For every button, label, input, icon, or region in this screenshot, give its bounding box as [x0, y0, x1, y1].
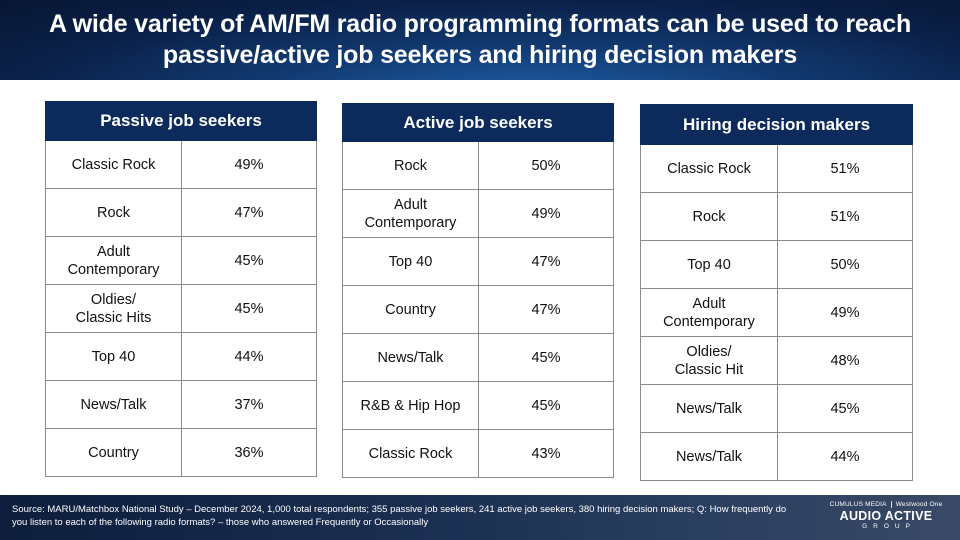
percent-cell: 51% [830, 160, 860, 177]
table-row: News/Talk 37% [45, 381, 317, 429]
format-cell: Rock [343, 142, 479, 189]
logo-sub-text: GROUP [862, 523, 916, 530]
table-row: News/Talk 44% [640, 433, 913, 481]
format-cell: Rock [46, 189, 182, 236]
format-cell: Adult Contemporary [46, 237, 182, 284]
table-row: Top 40 47% [342, 238, 614, 286]
percent-cell: 45% [830, 400, 860, 417]
format-cell: Oldies/ Classic Hit [641, 337, 778, 384]
format-cell: News/Talk [343, 334, 479, 381]
percent-cell: 49% [234, 156, 264, 173]
table-hiring-decision-makers: Hiring decision makers Classic Rock 51% R… [640, 104, 913, 481]
table-row: Classic Rock 43% [342, 430, 614, 478]
table-row: R&B & Hip Hop 45% [342, 382, 614, 430]
westwood-one-logo-text: Westwood One [895, 501, 943, 508]
percent-cell: 45% [234, 300, 264, 317]
table-row: Oldies/ Classic Hits 45% [45, 285, 317, 333]
format-cell: Rock [641, 193, 778, 240]
table-header: Passive job seekers [45, 101, 317, 141]
percent-cell: 50% [531, 157, 561, 174]
format-cell: R&B & Hip Hop [343, 382, 479, 429]
percent-cell: 44% [830, 448, 860, 465]
slide-header: A wide variety of AM/FM radio programmin… [0, 0, 960, 80]
percent-cell: 50% [830, 256, 860, 273]
format-cell: Adult Contemporary [343, 190, 479, 237]
table-row: Adult Contemporary 45% [45, 237, 317, 285]
table-row: News/Talk 45% [640, 385, 913, 433]
table-row: News/Talk 45% [342, 334, 614, 382]
format-cell: News/Talk [46, 381, 182, 428]
slide-footer: Source: MARU/Matchbox National Study – D… [0, 495, 960, 540]
percent-cell: 43% [531, 445, 561, 462]
percent-cell: 45% [234, 252, 264, 269]
percent-cell: 48% [830, 352, 860, 369]
percent-cell: 44% [234, 348, 264, 365]
slide-title: A wide variety of AM/FM radio programmin… [48, 10, 912, 69]
logo-main-text: AUDIO ACTIVE [839, 509, 933, 523]
format-cell: Classic Rock [46, 141, 182, 188]
source-note: Source: MARU/Matchbox National Study – D… [12, 504, 787, 528]
percent-cell: 49% [830, 304, 860, 321]
percent-cell: 51% [830, 208, 860, 225]
table-row: Top 40 50% [640, 241, 913, 289]
table-header: Hiring decision makers [640, 104, 913, 145]
table-header: Active job seekers [342, 103, 614, 142]
format-cell: Country [343, 286, 479, 333]
format-cell: Adult Contemporary [641, 289, 778, 336]
logo-brands: CUMULUS MEDIA Westwood One [826, 501, 946, 508]
table-passive-job-seekers: Passive job seekers Classic Rock 49% Rock… [45, 101, 317, 477]
logo-divider [890, 501, 892, 508]
format-cell: News/Talk [641, 433, 778, 480]
percent-cell: 47% [234, 204, 264, 221]
audio-active-group-logo: CUMULUS MEDIA Westwood One AUDIO ACTIVE … [826, 501, 946, 535]
format-cell: Top 40 [343, 238, 479, 285]
percent-cell: 37% [234, 396, 264, 413]
percent-cell: 49% [531, 205, 561, 222]
table-row: Oldies/ Classic Hit 48% [640, 337, 913, 385]
table-row: Rock 50% [342, 142, 614, 190]
table-row: Adult Contemporary 49% [640, 289, 913, 337]
format-cell: Oldies/ Classic Hits [46, 285, 182, 332]
table-row: Classic Rock 51% [640, 145, 913, 193]
percent-cell: 45% [531, 349, 561, 366]
table-row: Top 40 44% [45, 333, 317, 381]
table-row: Rock 51% [640, 193, 913, 241]
format-cell: Classic Rock [343, 430, 479, 477]
format-cell: News/Talk [641, 385, 778, 432]
table-row: Adult Contemporary 49% [342, 190, 614, 238]
table-row: Rock 47% [45, 189, 317, 237]
table-active-job-seekers: Active job seekers Rock 50% Adult Contemp… [342, 103, 614, 478]
percent-cell: 36% [234, 444, 264, 461]
table-row: Country 36% [45, 429, 317, 477]
format-cell: Top 40 [46, 333, 182, 380]
cumulus-media-logo-text: CUMULUS MEDIA [829, 501, 887, 508]
table-row: Country 47% [342, 286, 614, 334]
percent-cell: 45% [531, 397, 561, 414]
table-row: Classic Rock 49% [45, 141, 317, 189]
format-cell: Top 40 [641, 241, 778, 288]
percent-cell: 47% [531, 301, 561, 318]
format-cell: Country [46, 429, 182, 476]
format-cell: Classic Rock [641, 145, 778, 192]
percent-cell: 47% [531, 253, 561, 270]
